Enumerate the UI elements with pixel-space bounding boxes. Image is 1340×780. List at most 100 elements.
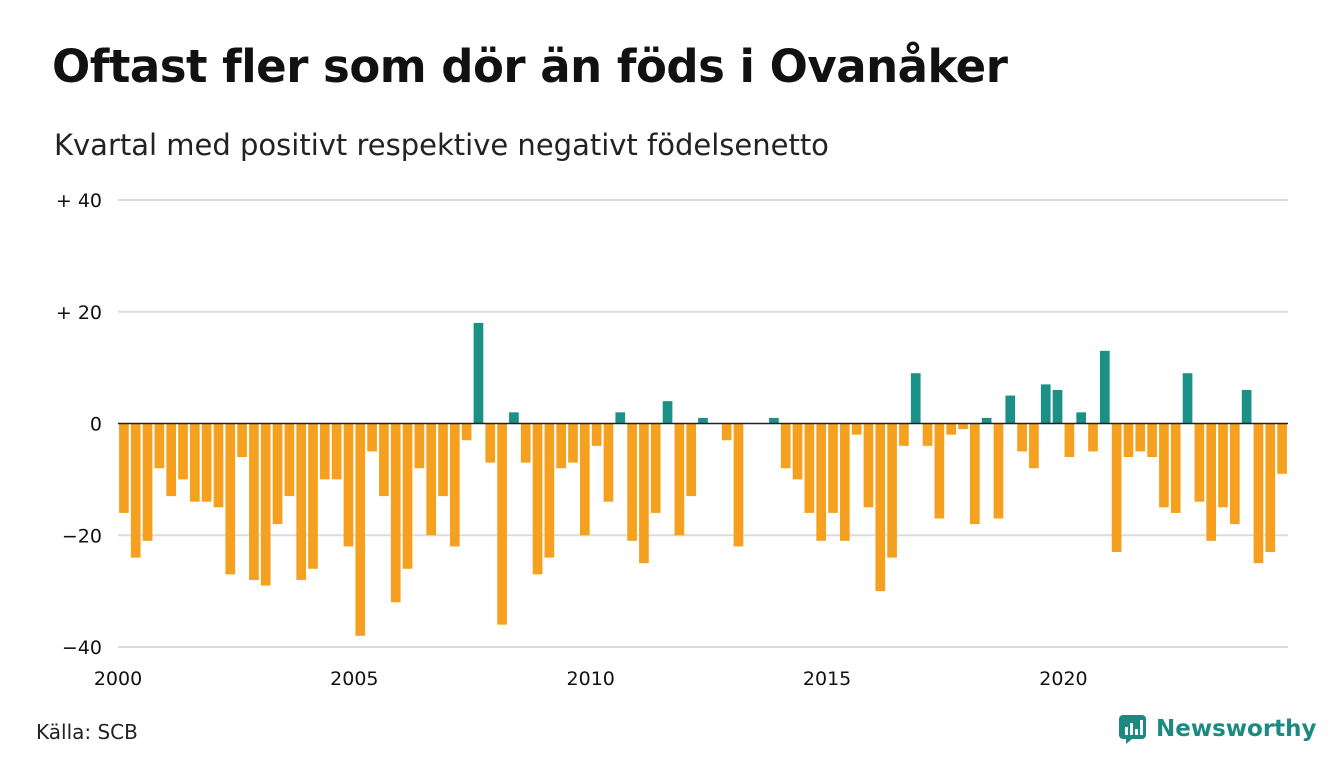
bar	[627, 423, 637, 541]
bar	[1029, 423, 1039, 469]
bar	[142, 423, 153, 541]
bar	[662, 401, 673, 424]
bar	[331, 423, 342, 480]
bar	[603, 423, 614, 502]
bar	[887, 423, 897, 558]
bar	[1229, 423, 1240, 525]
x-tick-label: 2000	[94, 668, 142, 690]
bar	[568, 423, 578, 463]
bar	[260, 423, 271, 586]
bar	[272, 423, 283, 525]
bar	[1170, 423, 1181, 513]
bar	[1206, 423, 1217, 541]
bar-chart: + 40 + 20 0 −20 −40 2000 2005 2010 2015 2020	[56, 190, 1288, 690]
bar	[355, 423, 366, 636]
bar	[674, 423, 685, 536]
bar	[1088, 423, 1098, 452]
bar	[189, 423, 200, 502]
bar	[449, 423, 460, 547]
bar	[639, 423, 649, 564]
bar	[1017, 423, 1027, 452]
x-tick-label: 2020	[1039, 668, 1087, 690]
bar	[414, 423, 425, 469]
bar	[438, 423, 448, 497]
bar	[981, 417, 992, 424]
bar	[591, 423, 602, 446]
bar	[650, 423, 661, 513]
bar	[1076, 412, 1087, 424]
bar	[1005, 395, 1016, 424]
y-tick-label: + 40	[56, 190, 102, 212]
bar	[721, 423, 732, 441]
bar	[828, 423, 838, 513]
bar	[863, 423, 874, 508]
bar	[319, 423, 330, 480]
bar	[520, 423, 531, 463]
brand-name: Newsworthy	[1156, 716, 1317, 742]
bar	[154, 423, 165, 469]
bar	[686, 423, 697, 497]
bar	[1064, 423, 1075, 458]
bar	[875, 423, 886, 592]
bar	[225, 423, 236, 575]
bar	[390, 423, 401, 603]
chart-subtitle: Kvartal med positivt respektive negativt…	[54, 128, 829, 162]
brand-logo: Newsworthy	[1118, 714, 1317, 744]
bar	[851, 423, 862, 435]
bar	[426, 423, 437, 536]
y-axis-ticks: + 40 + 20 0 −20 −40	[56, 190, 102, 659]
bar	[839, 423, 850, 541]
newsworthy-logo-icon	[1119, 715, 1146, 744]
y-tick-label: 0	[90, 414, 102, 436]
bar	[130, 423, 141, 558]
bar	[1040, 384, 1051, 424]
bar	[1265, 423, 1276, 553]
x-tick-label: 2015	[803, 668, 851, 690]
bar	[1123, 423, 1134, 458]
bar	[769, 417, 779, 424]
bar	[899, 423, 909, 446]
bar	[1135, 423, 1146, 452]
bar	[816, 423, 827, 541]
bar	[958, 423, 968, 430]
source-note: Källa: SCB	[36, 720, 138, 744]
y-tick-label: + 20	[56, 302, 102, 324]
bar	[237, 423, 247, 458]
bar	[946, 423, 957, 435]
bar	[780, 423, 791, 469]
bar	[308, 423, 318, 569]
bar	[792, 423, 803, 480]
y-tick-label: −20	[62, 525, 102, 547]
bar	[1159, 423, 1169, 508]
bar	[922, 423, 933, 446]
bar	[473, 322, 484, 424]
x-tick-label: 2005	[330, 668, 378, 690]
bar	[698, 417, 708, 424]
bar	[1218, 423, 1228, 508]
bar	[1182, 373, 1193, 424]
bar	[1277, 423, 1287, 474]
bar	[579, 423, 590, 536]
bar	[804, 423, 815, 513]
bar	[485, 423, 496, 463]
bar	[1052, 389, 1063, 424]
bar	[402, 423, 413, 569]
chart-title: Oftast fler som dör än föds i Ovanåker	[52, 40, 1008, 93]
bar	[178, 423, 188, 480]
bar	[497, 423, 507, 625]
bar	[969, 423, 980, 525]
bar	[1253, 423, 1264, 564]
bar	[201, 423, 212, 502]
bars	[118, 322, 1288, 636]
x-tick-label: 2010	[567, 668, 615, 690]
bar	[249, 423, 259, 580]
bar	[934, 423, 945, 519]
bar	[532, 423, 543, 575]
bar	[1099, 350, 1110, 424]
bar	[556, 423, 567, 469]
bar	[213, 423, 224, 508]
x-axis-ticks: 2000 2005 2010 2015 2020	[94, 668, 1088, 690]
bar	[284, 423, 295, 497]
bar	[993, 423, 1004, 519]
bar	[367, 423, 377, 452]
